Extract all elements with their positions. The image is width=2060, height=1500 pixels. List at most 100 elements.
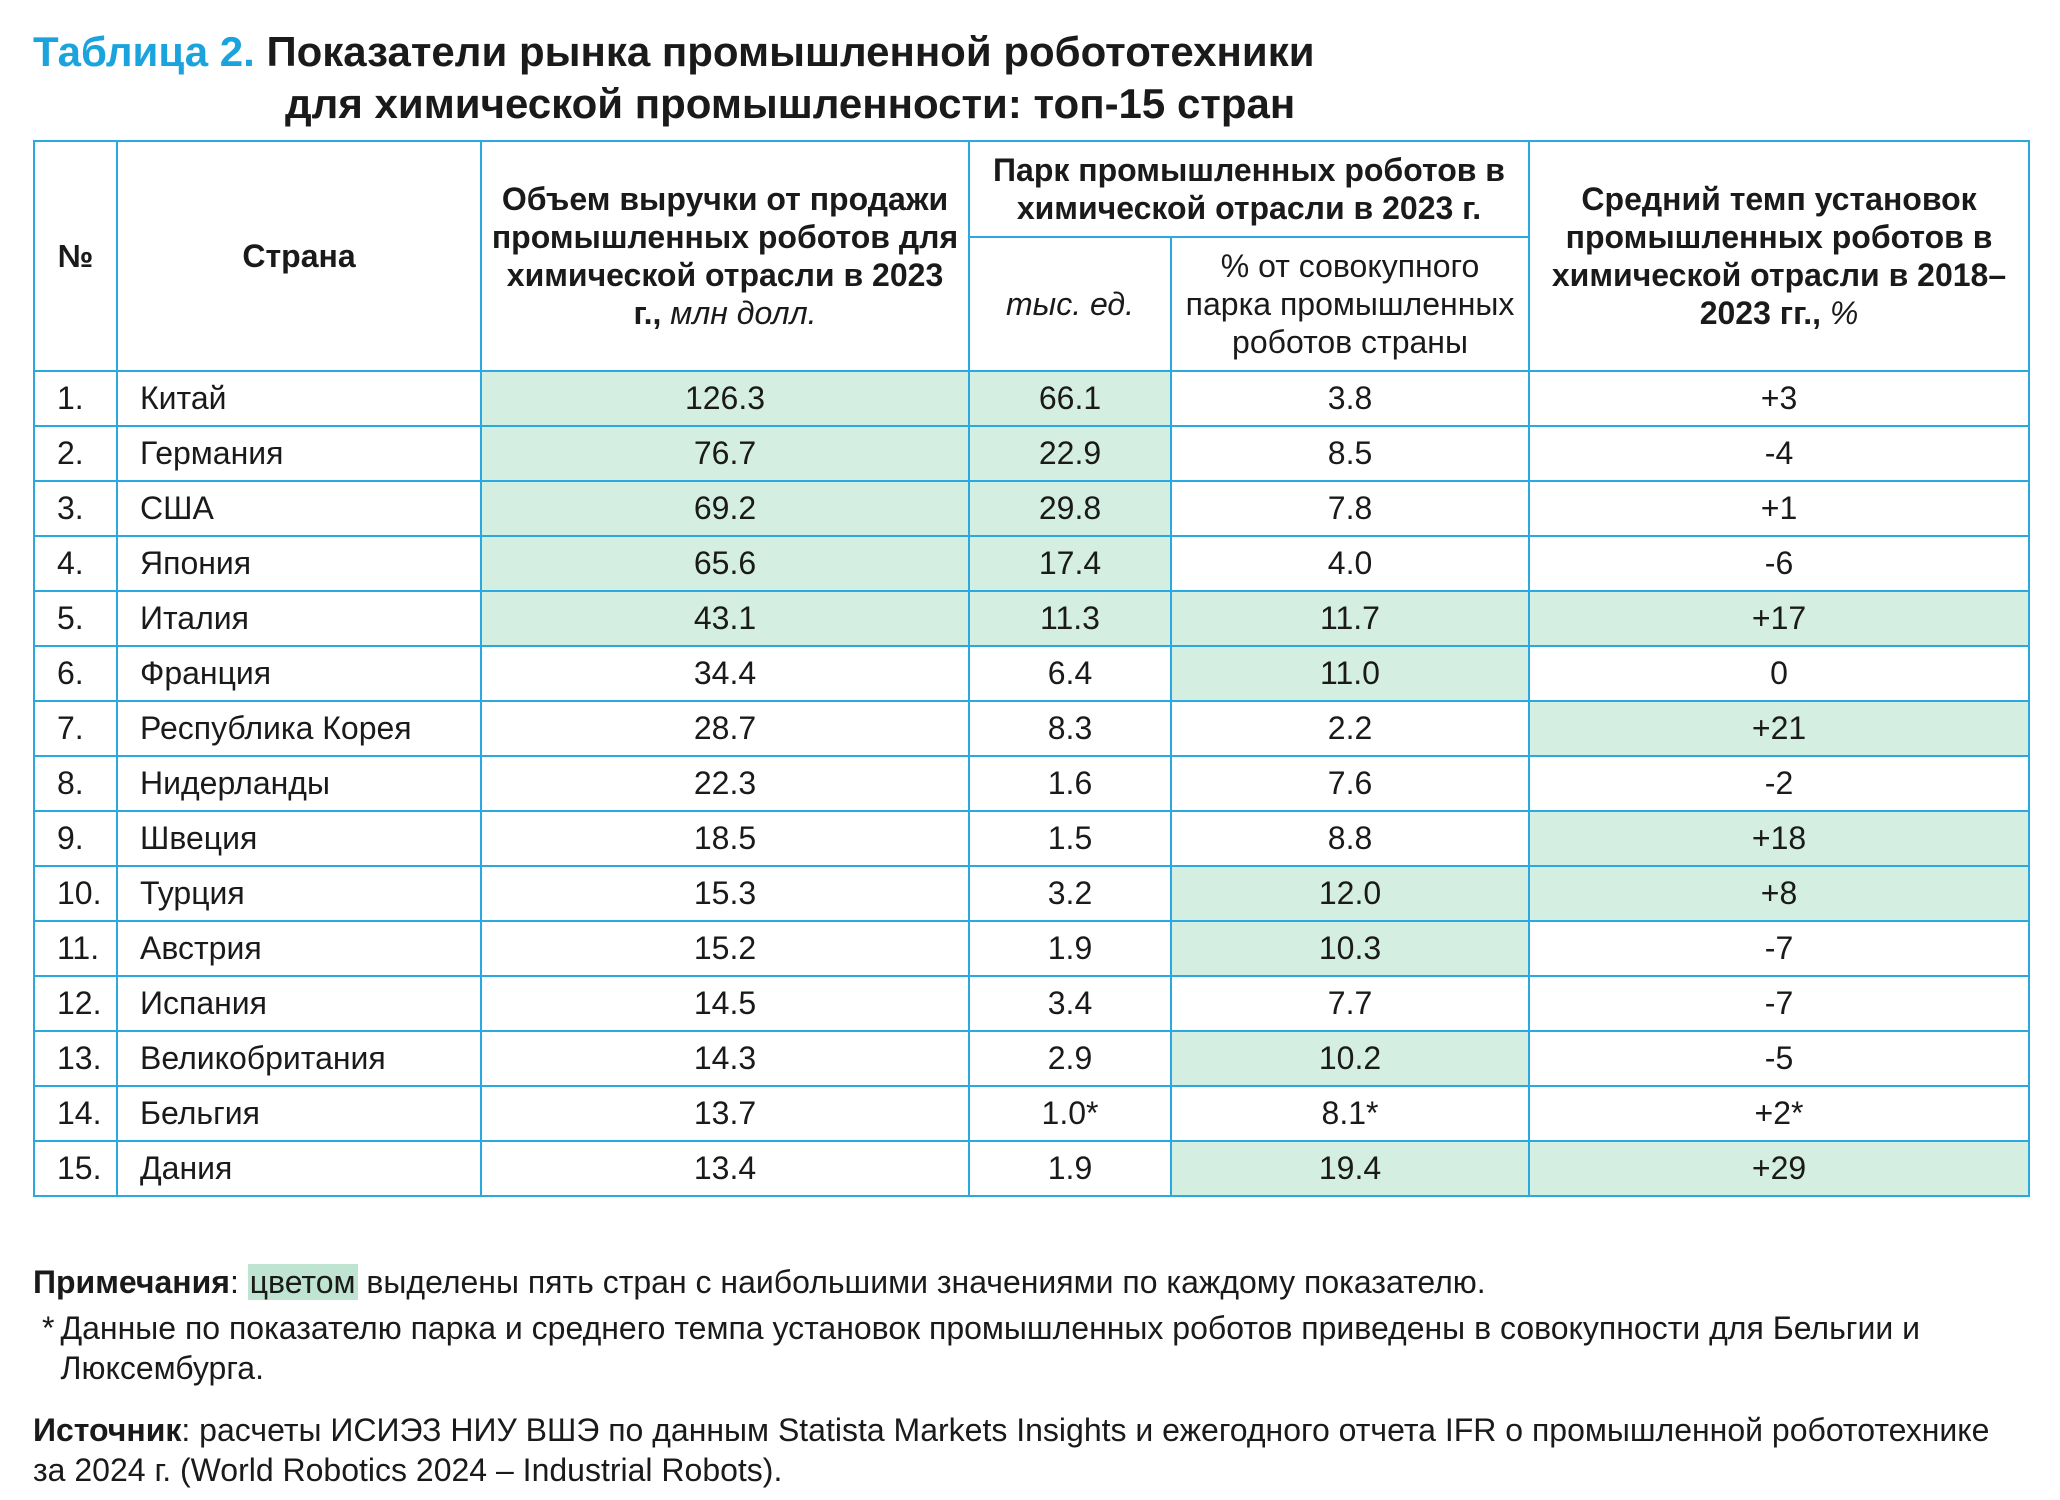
cell-country: Турция [116, 865, 482, 922]
source-text: расчеты ИСИЭЗ НИУ ВШЭ по данным Statista… [33, 1412, 1990, 1488]
cell-fleet-pct: 10.2 [1169, 1030, 1531, 1087]
cell-country: Германия [116, 425, 482, 482]
cell-rate: 0 [1528, 645, 2031, 702]
cell-num: 10. [33, 865, 118, 922]
table-row: 8. Нидерланды 22.3 1.6 7.6 -2 [33, 755, 2031, 812]
header-fleet-group: Парк промышленных роботов в химической о… [967, 140, 1531, 238]
table-row: 9. Швеция 18.5 1.5 8.8 +18 [33, 810, 2031, 867]
cell-num: 4. [33, 535, 118, 592]
cell-revenue: 15.3 [480, 865, 970, 922]
header-revenue-unit: млн долл. [670, 295, 817, 331]
cell-fleet-units: 1.9 [968, 920, 1172, 977]
notes: Примечания: цветом выделены пять стран с… [33, 1264, 1486, 1300]
source-label: Источник [33, 1412, 182, 1448]
cell-fleet-units: 17.4 [968, 535, 1172, 592]
header-rate: Средний темп установок промышленных робо… [1528, 140, 2031, 372]
cell-rate: +29 [1528, 1140, 2031, 1197]
title-label: Таблица 2. [33, 28, 255, 75]
cell-fleet-pct: 7.6 [1169, 755, 1531, 812]
cell-fleet-units: 22.9 [968, 425, 1172, 482]
cell-fleet-units: 29.8 [968, 480, 1172, 537]
table-row: 1. Китай 126.3 66.1 3.8 +3 [33, 370, 2031, 427]
cell-country: США [116, 480, 482, 537]
cell-revenue: 14.3 [480, 1030, 970, 1087]
notes-text: выделены пять стран с наибольшими значен… [366, 1264, 1486, 1300]
header-row-1: № Страна Объем выручки от продажи промыш… [33, 140, 2031, 372]
header-rate-text: Средний темп установок промышленных робо… [1551, 181, 2007, 331]
cell-num: 8. [33, 755, 118, 812]
cell-country: Австрия [116, 920, 482, 977]
cell-fleet-pct: 7.8 [1169, 480, 1531, 537]
cell-country: Швеция [116, 810, 482, 867]
cell-revenue: 28.7 [480, 700, 970, 757]
cell-revenue: 69.2 [480, 480, 970, 537]
cell-fleet-pct: 3.8 [1169, 370, 1531, 427]
header-revenue-text: Объем выручки от продажи промышленных ро… [491, 181, 959, 331]
cell-rate: +17 [1528, 590, 2031, 647]
cell-revenue: 34.4 [480, 645, 970, 702]
cell-fleet-units: 3.4 [968, 975, 1172, 1032]
cell-revenue: 14.5 [480, 975, 970, 1032]
cell-num: 9. [33, 810, 118, 867]
cell-revenue: 126.3 [480, 370, 970, 427]
cell-fleet-pct: 8.1* [1169, 1085, 1531, 1142]
title-line-2: для химической промышленности: топ-15 ст… [285, 80, 1296, 127]
table-row: 15. Дания 13.4 1.9 19.4 +29 [33, 1140, 2031, 1197]
cell-fleet-units: 3.2 [968, 865, 1172, 922]
table-row: 11. Австрия 15.2 1.9 10.3 -7 [33, 920, 2031, 977]
table-row: 13. Великобритания 14.3 2.9 10.2 -5 [33, 1030, 2031, 1087]
header-fleet-pct: % от совокупного парка промышленных робо… [1169, 236, 1531, 372]
cell-rate: -5 [1528, 1030, 2031, 1087]
table-row: 2. Германия 76.7 22.9 8.5 -4 [33, 425, 2031, 482]
cell-revenue: 13.4 [480, 1140, 970, 1197]
cell-rate: -4 [1528, 425, 2031, 482]
notes-label: Примечания [33, 1264, 230, 1300]
table-row: 10. Турция 15.3 3.2 12.0 +8 [33, 865, 2031, 922]
cell-fleet-units: 1.6 [968, 755, 1172, 812]
cell-fleet-pct: 11.0 [1169, 645, 1531, 702]
header-row-2: тыс. ед. % от совокупного парка промышле… [34, 236, 2029, 372]
cell-fleet-pct: 12.0 [1169, 865, 1531, 922]
cell-revenue: 18.5 [480, 810, 970, 867]
cell-fleet-pct: 8.8 [1169, 810, 1531, 867]
footnote: * Данные по показателю парка и среднего т… [42, 1308, 2002, 1388]
cell-country: Нидерланды [116, 755, 482, 812]
header-revenue: Объем выручки от продажи промышленных ро… [480, 140, 970, 372]
table-row: 6. Франция 34.4 6.4 11.0 0 [33, 645, 2031, 702]
cell-country: Япония [116, 535, 482, 592]
cell-rate: +18 [1528, 810, 2031, 867]
source: Источник: расчеты ИСИЭЗ НИУ ВШЭ по данны… [33, 1412, 1990, 1488]
cell-fleet-units: 1.0* [968, 1085, 1172, 1142]
cell-rate: -2 [1528, 755, 2031, 812]
table-row: 5. Италия 43.1 11.3 11.7 +17 [33, 590, 2031, 647]
cell-num: 1. [33, 370, 118, 427]
cell-num: 3. [33, 480, 118, 537]
cell-country: Франция [116, 645, 482, 702]
table-row: 12. Испания 14.5 3.4 7.7 -7 [33, 975, 2031, 1032]
notes-highlight-word: цветом [247, 1264, 358, 1300]
cell-rate: +3 [1528, 370, 2031, 427]
cell-fleet-pct: 2.2 [1169, 700, 1531, 757]
title-line-1: Таблица 2. Показатели рынка промышленной… [33, 26, 1315, 78]
cell-revenue: 43.1 [480, 590, 970, 647]
cell-fleet-units: 66.1 [968, 370, 1172, 427]
cell-fleet-units: 11.3 [968, 590, 1172, 647]
cell-country: Дания [116, 1140, 482, 1197]
cell-rate: +21 [1528, 700, 2031, 757]
cell-revenue: 65.6 [480, 535, 970, 592]
cell-fleet-units: 2.9 [968, 1030, 1172, 1087]
cell-fleet-units: 1.5 [968, 810, 1172, 867]
cell-country: Бельгия [116, 1085, 482, 1142]
cell-fleet-pct: 19.4 [1169, 1140, 1531, 1197]
cell-country: Китай [116, 370, 482, 427]
cell-fleet-units: 8.3 [968, 700, 1172, 757]
cell-revenue: 15.2 [480, 920, 970, 977]
cell-num: 7. [33, 700, 118, 757]
cell-rate: +8 [1528, 865, 2031, 922]
cell-num: 2. [33, 425, 118, 482]
cell-num: 15. [33, 1140, 118, 1197]
cell-num: 6. [33, 645, 118, 702]
cell-fleet-pct: 11.7 [1169, 590, 1531, 647]
table-row: 4. Япония 65.6 17.4 4.0 -6 [33, 535, 2031, 592]
cell-country: Республика Корея [116, 700, 482, 757]
